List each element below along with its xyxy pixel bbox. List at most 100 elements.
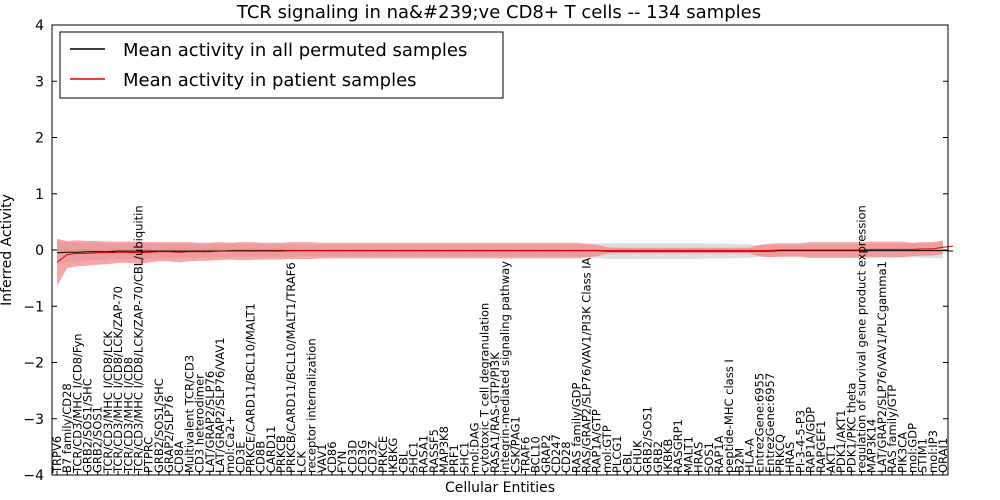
x-tick-label: TRAF6 — [519, 437, 533, 474]
x-tick-label: IKBKB — [661, 439, 675, 473]
x-tick-label: HLA-A — [743, 438, 757, 473]
x-tick-label: PTPRC — [142, 437, 156, 473]
x-tick-label: mol:GDP — [905, 423, 919, 473]
x-tick-label: LAT/GRAP2/SLP76 — [203, 371, 217, 473]
x-tick-label: GRB2/SOS1 — [91, 406, 105, 473]
x-tick-label: VAV1 — [315, 444, 329, 473]
x-tick-label: PRKCB/CARD11/BCL10/MALT1/TRAF6 — [284, 262, 298, 473]
x-tick-label: PDK1/PKC theta — [844, 383, 858, 473]
x-tick-label: LCK — [294, 451, 308, 473]
legend: Mean activity in all permuted samples Me… — [59, 31, 504, 99]
x-tick-label: CD3G — [356, 440, 370, 473]
x-tick-label: RASA1/RAS-GTP/PI3K — [488, 352, 502, 473]
x-tick-label: TCR/CD3/MHC I/CD8 — [121, 357, 135, 474]
x-tick-label: RAP1A/GDP — [804, 407, 818, 473]
x-tick-label: RASSF5 — [427, 429, 441, 473]
x-tick-label: MALT1 — [681, 436, 695, 473]
legend-label-permuted: Mean activity in all permuted samples — [123, 40, 467, 61]
y-tick-label: −1 — [23, 299, 44, 315]
patient-mean-line — [56, 245, 954, 263]
x-tick-label: HRAS — [692, 442, 706, 473]
x-tick-label: MAP3K14 — [865, 419, 879, 473]
x-tick-label: PRKCE — [376, 436, 390, 473]
x-tick-label: BCL10 — [529, 436, 543, 473]
y-tick-label: 3 — [35, 74, 44, 90]
legend-label-patient: Mean activity in patient samples — [123, 70, 417, 91]
x-tick-label: SHC1 — [457, 442, 471, 473]
x-tick-label: ORAI1 — [936, 438, 950, 473]
x-tick-label: RAS/GRAP2/SLP76/VAV1/PI3K Class IA — [580, 257, 594, 473]
x-tick-label: CD86 — [325, 441, 339, 473]
y-tick-label: 0 — [35, 243, 44, 259]
x-tick-label: RASGRP1 — [671, 419, 685, 473]
x-tick-label: CD8A — [172, 441, 186, 473]
x-tick-label: PRKCB — [274, 435, 288, 473]
x-tick-label: HRAS — [783, 442, 797, 473]
x-tick-label: RAP1A — [712, 435, 726, 473]
x-tick-label: TCR/CD3/MHC I/CD8/LCK/ZAP-70/CBL/ubiquit… — [132, 205, 146, 474]
x-tick-label: GRB2 — [651, 441, 665, 473]
x-tick-label: GRAP2 — [539, 434, 553, 473]
x-tick-label: mol:DAG — [468, 422, 482, 473]
x-tick-label: GRB2/SOS1 — [641, 406, 655, 473]
y-tick-label: −4 — [23, 468, 44, 484]
x-tick-label: PRKCE/CARD11/BCL10/MALT1 — [244, 303, 258, 473]
axes-frame — [51, 24, 949, 476]
x-tick-label: cytotoxic T cell degranulation — [478, 303, 492, 473]
x-tick-label: regulation of survival gene product expr… — [855, 205, 869, 473]
x-tick-label: CARD11 — [264, 426, 278, 473]
x-tick-label: mol:Ca2+ — [223, 416, 237, 473]
x-tick-label: TCR/CD3/MHC I/CD8/Fyn — [70, 333, 84, 474]
x-tick-label: CD8B — [254, 441, 268, 473]
legend-box — [59, 31, 504, 99]
x-tick-label: PI-3-4-5-P3 — [793, 410, 807, 473]
x-tick-label: MAP3K8 — [437, 426, 451, 473]
y-tick-label: 4 — [35, 18, 44, 34]
x-tick-label: integrin-mediated signaling pathway — [498, 261, 512, 473]
x-tick-label: LAT/GRAP2/SLP76/VAV1 — [213, 337, 227, 473]
x-tick-label: PLCG1 — [610, 435, 624, 473]
x-tick-label: GRAP2/SLP76 — [162, 395, 176, 473]
x-tick-label: Multivalent TCR/CD3 — [182, 355, 196, 473]
x-tick-label: mol:GTP — [600, 425, 614, 473]
x-tick-label: PDK1/AKT1 — [834, 410, 848, 473]
x-tick-label: SHC1 — [406, 442, 420, 473]
x-tick-label: CHUK — [631, 440, 645, 473]
x-tick-label: GRB2/SOS1/SHC — [152, 378, 166, 473]
chart-title: TCR signaling in na&#239;ve CD8+ T cells… — [236, 2, 761, 23]
x-tick-label: mol:IP3 — [926, 430, 940, 473]
x-tick-label: B2M — [732, 448, 746, 473]
x-tick-label: CBL — [620, 450, 634, 473]
x-tick-label: IKBKG — [386, 438, 400, 473]
x-tick-label: TRPV6 — [50, 436, 64, 474]
x-tick-label: AKT1 — [824, 444, 838, 473]
x-tick-label: TCR/CD3/MHC I/CD8/LCK — [101, 331, 115, 474]
x-tick-label: RAS family/GDP — [569, 383, 583, 473]
x-tick-label: EntrezGene:6957 — [763, 373, 777, 473]
y-tick-label: 2 — [35, 131, 44, 147]
x-tick-label: CD3E — [233, 442, 247, 473]
x-tick-label: RAP1A/GTP — [590, 409, 604, 473]
y-axis-label: Inferred Activity — [0, 194, 15, 306]
x-tick-label: RASA1 — [417, 435, 431, 473]
series-lines — [52, 245, 954, 263]
x-tick-label: STIM1 — [916, 438, 930, 473]
x-tick-label: FYN — [335, 451, 349, 473]
x-tick-label: CD3 heterodimer — [193, 374, 207, 473]
x-tick-label: SOS1 — [702, 442, 716, 473]
x-tick-label: PIK3CA — [895, 432, 909, 473]
x-tick-label: TCR/CD3/MHC I/CD8/LCK/ZAP-70 — [111, 286, 125, 474]
x-tick-label: EntrezGene:6955 — [753, 373, 767, 473]
x-tick-label: GRB2/SOS1/SHC — [81, 378, 95, 473]
x-tick-label: LAT/GRAP2/SLP76/VAV1/PLCgamma1 — [875, 261, 889, 473]
x-tick-label: CD28 — [559, 441, 573, 473]
x-tick-label: CD247 — [549, 434, 563, 473]
x-tick-label: CD3D — [345, 440, 359, 473]
y-tick-label: 1 — [35, 187, 44, 203]
x-tick-label: RAPGEF1 — [814, 421, 828, 473]
x-tick-label: CD3Z — [366, 441, 380, 473]
x-tick-label: CBL — [396, 450, 410, 473]
x-tick-label: B7 family/CD28 — [60, 383, 74, 473]
